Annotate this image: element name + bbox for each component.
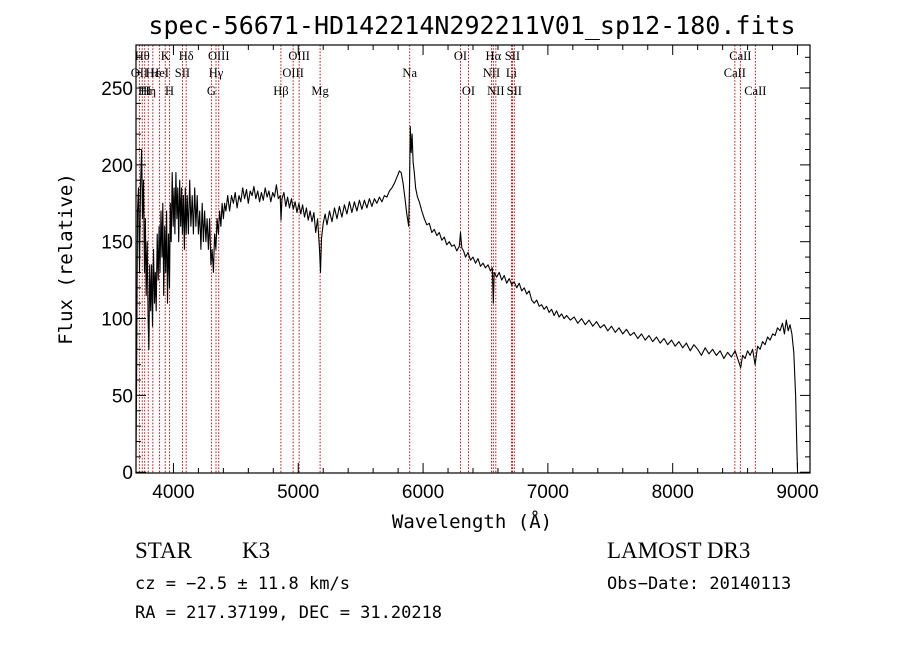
x-tick-label: 4000 xyxy=(152,482,194,503)
redshift-text: cz = −2.5 ± 11.8 km/s xyxy=(135,574,350,594)
spectral-line-label: Hη xyxy=(140,84,156,98)
spectrum-line xyxy=(135,125,799,471)
x-tick-label: 5000 xyxy=(277,482,319,503)
spectral-line-label: Hδ xyxy=(179,49,194,63)
object-subclass: K3 xyxy=(242,538,271,563)
spectral-line-label: HI xyxy=(138,84,151,98)
spectral-line-label: OIII xyxy=(208,49,230,63)
spectral-line-label: SII xyxy=(505,49,520,63)
spectral-line-label: Hε xyxy=(146,66,160,80)
coordinates-text: RA = 217.37199, DEC = 31.20218 xyxy=(135,603,443,623)
plot-frame xyxy=(135,44,811,474)
y-tick-label: 250 xyxy=(101,79,133,100)
survey-label: LAMOST DR3 xyxy=(607,538,751,563)
spectral-line-label: CaII xyxy=(729,49,751,63)
spectral-line-labels-layer: OIIHθHIHηHεHeIKHSIIHδGHγOIIIHβOIIIOIIIMg… xyxy=(131,49,767,98)
y-axis: 0 50 100 150 200 250 xyxy=(101,56,810,484)
spectral-line-label: OI xyxy=(462,84,475,98)
spectral-line-label: NII xyxy=(487,84,504,98)
spectral-line-label: SII xyxy=(175,66,190,80)
spectral-line-label: CaII xyxy=(724,66,746,80)
y-tick-label: 0 xyxy=(122,463,133,484)
spectral-line-label: Li xyxy=(506,66,518,80)
spectral-line-label: G xyxy=(207,84,216,98)
spectral-line-label: Na xyxy=(402,66,417,80)
x-tick-label: 6000 xyxy=(402,482,444,503)
spectral-line-label: OIII xyxy=(282,66,304,80)
spectral-line-label: HeI xyxy=(150,66,169,80)
y-tick-label: 50 xyxy=(112,386,133,407)
spectral-line-label: OIII xyxy=(288,49,310,63)
chart-title: spec-56671-HD142214N292211V01_sp12-180.f… xyxy=(148,11,795,40)
spectral-line-label: Hβ xyxy=(273,84,288,98)
y-axis-label: Flux (relative) xyxy=(55,173,77,345)
spectral-line-label: SII xyxy=(507,84,522,98)
spectral-line-label: Hγ xyxy=(209,66,224,80)
spectral-line-label: CaII xyxy=(744,84,766,98)
x-tick-label: 8000 xyxy=(652,482,694,503)
x-axis: 4000 5000 6000 7000 8000 9000 xyxy=(152,45,819,503)
object-class: STAR xyxy=(135,538,192,563)
y-tick-label: 100 xyxy=(101,310,133,331)
y-tick-label: 200 xyxy=(101,156,133,177)
spectral-line-label: NII xyxy=(483,66,500,80)
spectral-line-label: Hα xyxy=(486,49,502,63)
x-axis-label: Wavelength (Å) xyxy=(392,510,552,533)
obs-date-text: Obs−Date: 20140113 xyxy=(607,574,792,594)
spectral-line-label: K xyxy=(161,49,170,63)
spectral-line-label: Hθ xyxy=(135,49,150,63)
x-tick-label: 7000 xyxy=(527,482,569,503)
spectral-lines-layer xyxy=(138,45,756,473)
spectral-line-label: OI xyxy=(454,49,467,63)
y-tick-label: 150 xyxy=(101,233,133,254)
spectral-line-label: Mg xyxy=(311,84,329,98)
x-tick-label: 9000 xyxy=(776,482,818,503)
spectral-line-label: H xyxy=(165,84,174,98)
